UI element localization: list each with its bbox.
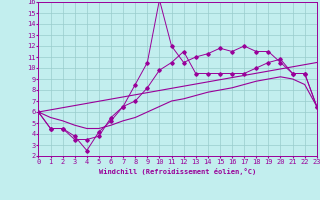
X-axis label: Windchill (Refroidissement éolien,°C): Windchill (Refroidissement éolien,°C) [99,168,256,175]
